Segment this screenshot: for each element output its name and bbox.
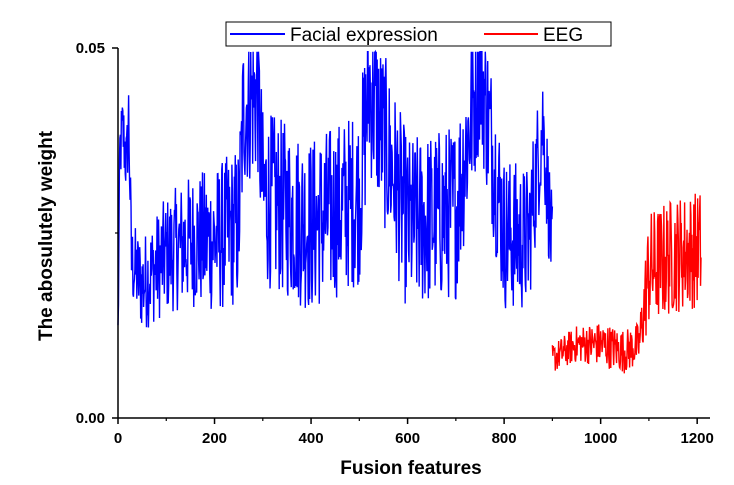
- x-tick-label: 800: [492, 430, 517, 447]
- x-tick-label: 1200: [680, 430, 713, 447]
- axes: 0 200 400 600 800 1000 1200 0.05 0.00: [76, 40, 714, 447]
- y-axis-title: The abosulutely weight: [36, 130, 57, 341]
- y-tick-label: 0.00: [76, 410, 105, 427]
- series-line-eeg: [551, 193, 702, 374]
- y-tick-label: 0.05: [76, 40, 105, 57]
- legend-label-eeg: EEG: [543, 25, 583, 46]
- legend-box: [225, 21, 612, 47]
- plot-area: [117, 49, 702, 374]
- x-axis-title: Fusion features: [340, 458, 481, 479]
- x-tick-label: 0: [114, 430, 122, 447]
- x-tick-label: 200: [202, 430, 227, 447]
- legend-label-facial-expression: Facial expression: [290, 25, 438, 46]
- x-tick-label: 600: [395, 430, 420, 447]
- x-tick-label: 400: [299, 430, 324, 447]
- series-line-facial-expression: [117, 49, 554, 328]
- x-tick-label: 1000: [584, 430, 617, 447]
- legend: Facial expression EEG: [225, 21, 612, 47]
